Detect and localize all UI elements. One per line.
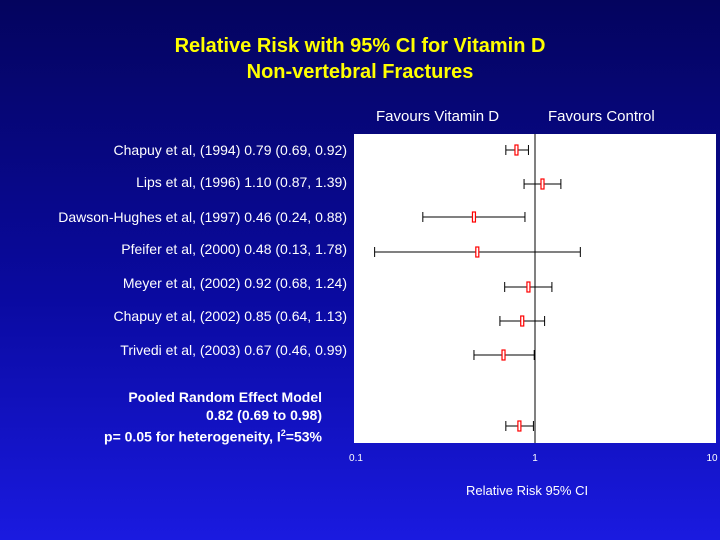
study-label: Trivedi et al, (2003) 0.67 (0.46, 0.99)	[120, 342, 347, 358]
heterogeneity-suffix: =53%	[285, 428, 322, 445]
x-axis-label: Relative Risk 95% CI	[466, 483, 589, 498]
study-point-marker	[540, 178, 545, 190]
chart-title-line2: Non-vertebral Fractures	[246, 61, 474, 83]
x-tick-label: 0.1	[349, 453, 363, 464]
x-tick-label: 1	[532, 453, 538, 464]
study-label: Lips et al, (1996) 1.10 (0.87, 1.39)	[136, 174, 347, 190]
favours-vitamin-d-label: Favours Vitamin D	[376, 108, 500, 125]
study-label: Meyer et al, (2002) 0.92 (0.68, 1.24)	[122, 275, 347, 291]
pooled-estimate-label: 0.82 (0.69 to 0.98)	[206, 407, 322, 423]
pooled-model-label: Pooled Random Effect Model	[128, 389, 322, 405]
pooled-effect-text: Pooled Random Effect Model 0.82 (0.69 to…	[104, 388, 322, 446]
study-label: Chapuy et al, (2002) 0.85 (0.64, 1.13)	[113, 308, 347, 324]
study-point-marker	[501, 349, 506, 361]
x-tick-label: 10	[706, 453, 718, 464]
study-point-marker	[520, 315, 525, 327]
study-label: Chapuy et al, (1994) 0.79 (0.69, 0.92)	[113, 142, 347, 158]
heterogeneity-prefix: p= 0.05 for heterogeneity, I	[104, 428, 281, 445]
study-point-marker	[514, 144, 519, 156]
heterogeneity-label: p= 0.05 for heterogeneity, I2=53%	[104, 424, 322, 446]
study-point-marker	[526, 281, 531, 293]
study-point-marker	[475, 246, 480, 258]
favours-control-label: Favours Control	[548, 108, 655, 125]
study-label: Pfeifer et al, (2000) 0.48 (0.13, 1.78)	[121, 241, 347, 257]
study-label: Dawson-Hughes et al, (1997) 0.46 (0.24, …	[58, 209, 347, 225]
study-point-marker	[471, 211, 477, 223]
pooled-point-marker	[517, 420, 522, 432]
chart-title-line1: Relative Risk with 95% CI for Vitamin D	[174, 35, 546, 57]
heterogeneity-sup: 2	[280, 428, 286, 438]
plot-marks	[374, 144, 581, 432]
